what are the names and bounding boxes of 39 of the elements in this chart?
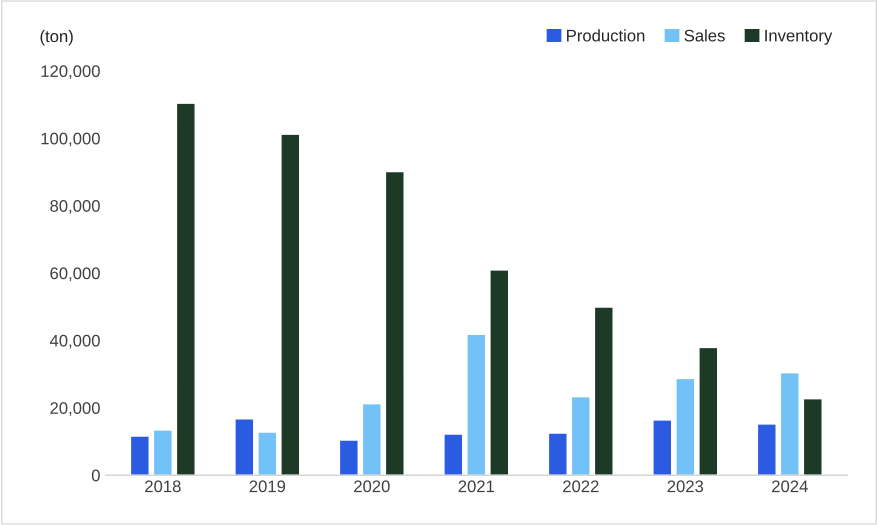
bar [234,418,254,476]
y-tick-label: 40,000 [50,334,100,349]
bar [652,419,672,476]
bar [338,439,359,476]
bar [466,334,486,476]
legend-label: Inventory [765,30,832,45]
x-tick-label: 2019 [250,480,286,492]
bar [443,433,464,476]
bar [280,134,300,476]
bar [570,396,591,476]
y-tick-label: 80,000 [50,200,100,214]
bar [698,346,718,476]
y-tick-label: 20,000 [50,402,100,416]
bar [489,269,510,476]
x-tick-label: 2018 [145,480,181,492]
bar [780,372,800,476]
bar [594,306,614,476]
x-tick-label: 2021 [458,480,494,492]
legend-label: Production [567,29,644,42]
y-tick-label: 120,000 [42,65,100,80]
bar [362,403,382,476]
x-tick-label: 2020 [354,480,390,492]
bar [384,170,405,476]
x-tick-label: 2022 [563,480,599,492]
bar [756,423,777,476]
bar [802,398,823,476]
bar [675,378,696,476]
y-tick-label: 100,000 [42,132,100,146]
bar [548,432,568,476]
bar [176,102,196,476]
x-tick-label: 2024 [772,480,808,492]
bar [257,431,278,476]
y-axis-title: (ton) [40,30,73,46]
bar [152,429,173,476]
y-tick-label: 0 [92,470,100,482]
y-tick-label: 60,000 [50,267,100,282]
legend-label: Sales [684,29,725,42]
x-tick-label: 2023 [668,480,704,492]
bar [130,435,150,476]
